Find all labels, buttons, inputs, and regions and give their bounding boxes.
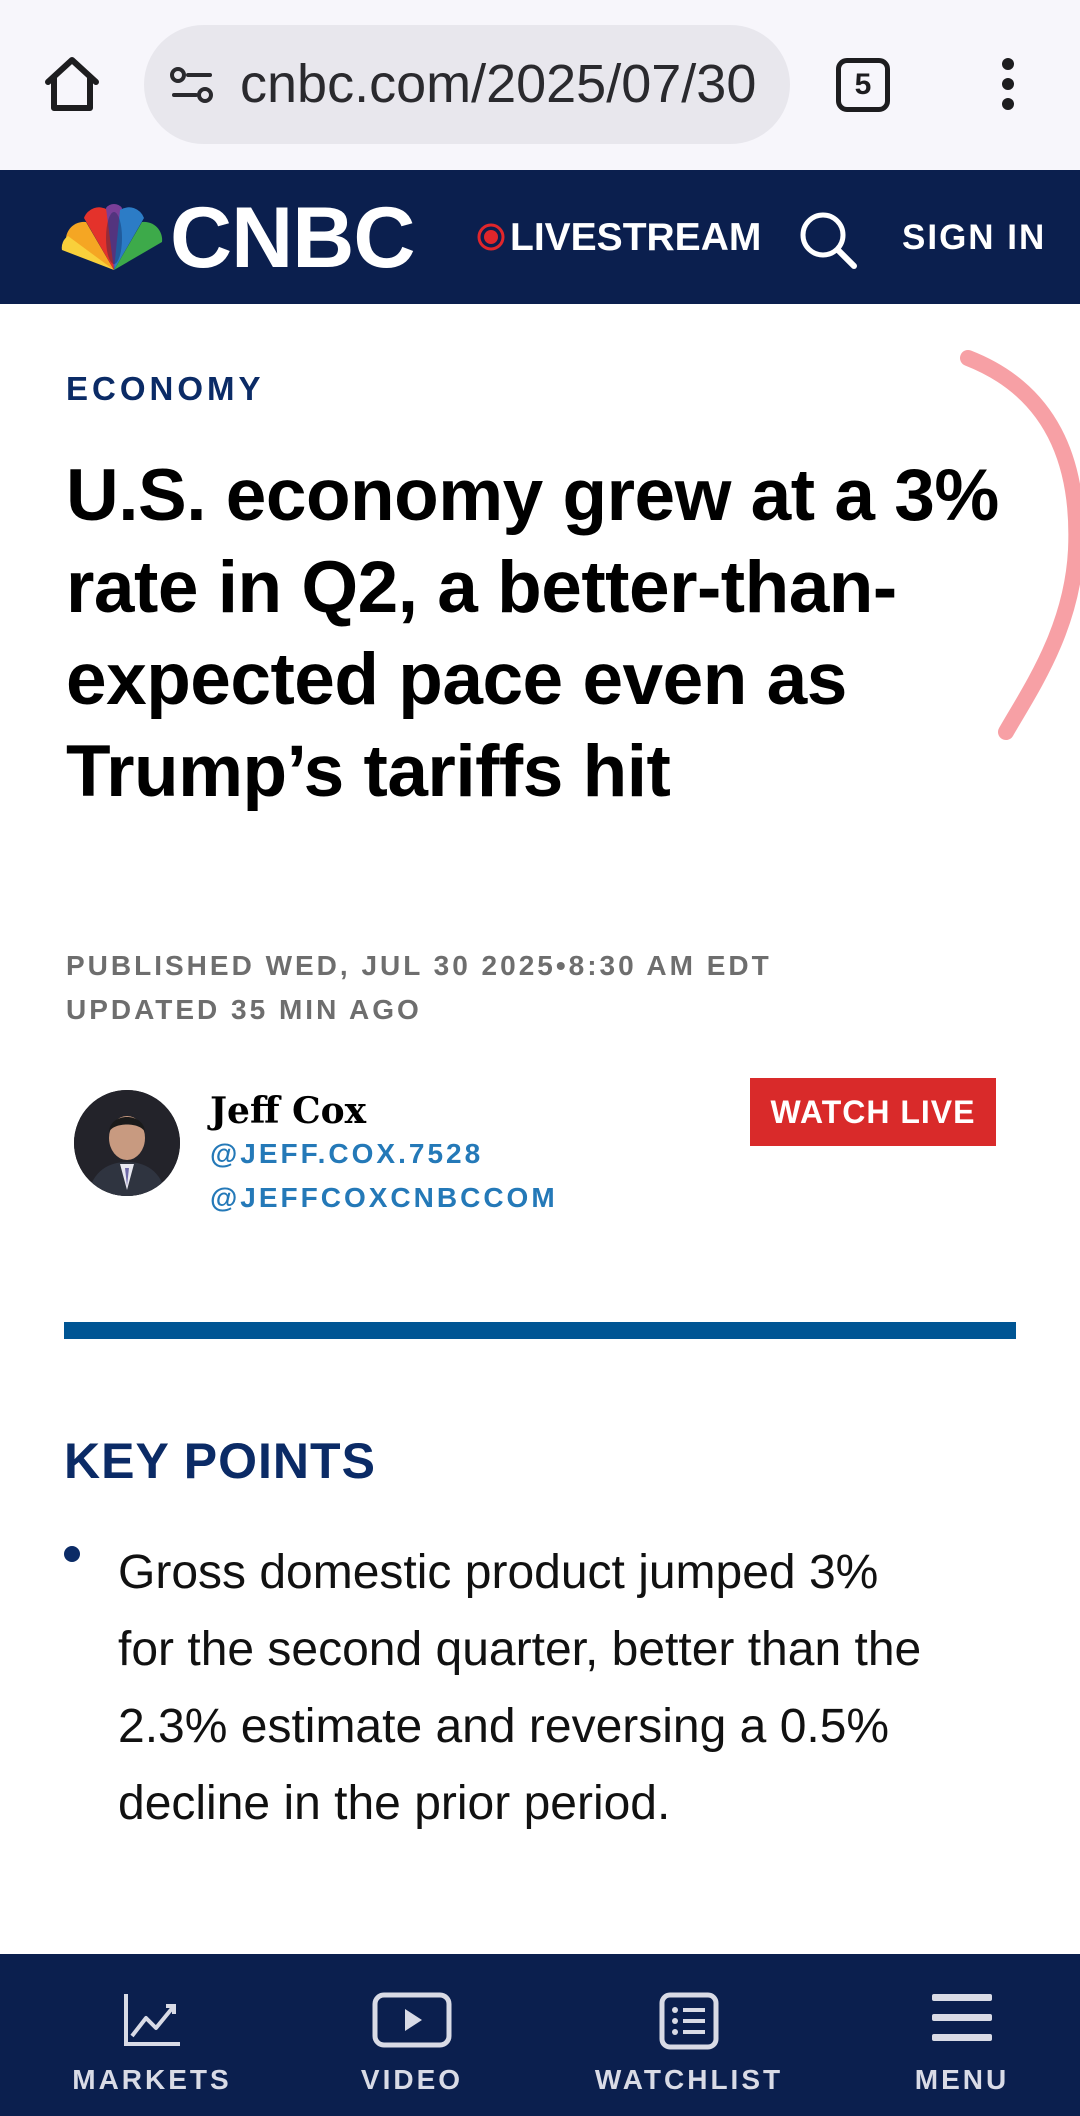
livestream-link[interactable]: LIVESTREAM: [476, 210, 761, 266]
browser-toolbar: cnbc.com/2025/07/30 5: [0, 0, 1080, 170]
nav-markets[interactable]: MARKETS: [60, 1954, 244, 2116]
avatar[interactable]: [74, 1090, 180, 1196]
sign-in-button[interactable]: SIGN IN: [902, 218, 1047, 257]
hamburger-icon: [932, 1994, 992, 2041]
list-icon: [659, 1992, 719, 2050]
address-bar[interactable]: cnbc.com/2025/07/30: [144, 25, 790, 144]
home-icon[interactable]: [40, 52, 104, 116]
key-points-title: KEY POINTS: [64, 1433, 376, 1489]
updated-time: UPDATED 35 MIN AGO: [66, 994, 422, 1025]
nav-menu[interactable]: MENU: [900, 1954, 1024, 2116]
live-dot-icon: [477, 223, 505, 251]
published-date: PUBLISHED WED, JUL 30 2025•8:30 AM EDT: [66, 950, 772, 981]
bullet-icon: [64, 1546, 80, 1562]
nav-label: MENU: [914, 2064, 1010, 2095]
author-byline: Jeff Cox @JEFF.COX.7528 @JEFFCOXCNBCCOM …: [66, 1078, 1016, 1230]
bottom-navigation: MARKETS VIDEO WATCHLIST MENU: [0, 1954, 1080, 2116]
brand-wordmark: CNBC: [170, 190, 415, 286]
site-settings-icon[interactable]: [168, 61, 216, 109]
peacock-logo-icon: [61, 204, 163, 270]
nav-video[interactable]: VIDEO: [330, 1954, 494, 2116]
key-point-item: Gross domestic product jumped 3% for the…: [118, 1546, 922, 1830]
pink-annotation-stroke: [960, 350, 1080, 740]
cnbc-logo[interactable]: CNBC: [56, 190, 436, 286]
play-icon: [372, 1992, 452, 2048]
site-header: CNBC LIVESTREAM SIGN IN: [0, 170, 1080, 304]
article-meta: PUBLISHED WED, JUL 30 2025•8:30 AM EDT U…: [66, 944, 1016, 1032]
author-handle-twitter[interactable]: @JEFFCOXCNBCCOM: [210, 1182, 558, 1213]
nav-watchlist[interactable]: WATCHLIST: [590, 1954, 788, 2116]
url-text[interactable]: cnbc.com/2025/07/30: [240, 54, 757, 114]
watch-live-button[interactable]: WATCH LIVE: [750, 1078, 996, 1146]
nav-label: VIDEO: [360, 2064, 464, 2095]
nav-label: MARKETS: [72, 2064, 232, 2095]
livestream-label: LIVESTREAM: [510, 216, 762, 259]
nav-label: WATCHLIST: [594, 2064, 784, 2095]
vertical-dots-icon[interactable]: [988, 52, 1028, 116]
section-label[interactable]: ECONOMY: [66, 370, 265, 407]
author-handle-facebook[interactable]: @JEFF.COX.7528: [210, 1138, 484, 1169]
chart-line-icon: [124, 1994, 180, 2046]
section-divider: [64, 1322, 1016, 1339]
search-icon[interactable]: [796, 208, 860, 272]
article-headline: U.S. economy grew at a 3% rate in Q2, a …: [66, 455, 999, 812]
author-name[interactable]: Jeff Cox: [210, 1090, 367, 1132]
tab-switcher-button[interactable]: 5: [836, 58, 890, 112]
